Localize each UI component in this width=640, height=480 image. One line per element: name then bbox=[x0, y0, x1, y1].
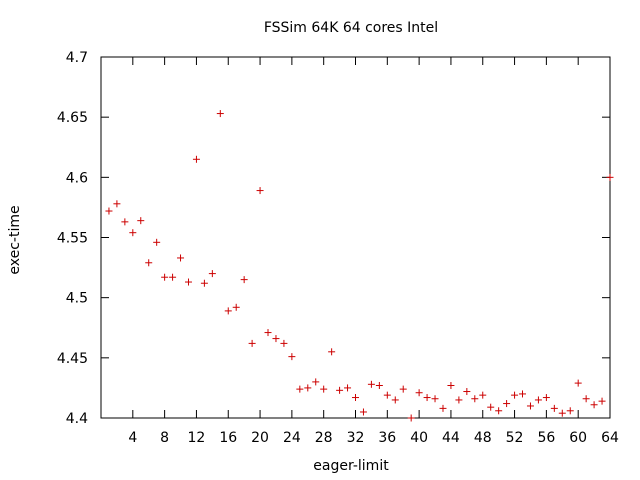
data-point bbox=[503, 400, 511, 408]
data-point bbox=[542, 394, 550, 402]
y-tick-label: 4.45 bbox=[57, 351, 88, 367]
data-point bbox=[328, 348, 336, 356]
x-tick-label: 36 bbox=[378, 430, 396, 446]
data-point bbox=[272, 335, 280, 343]
x-tick-label: 56 bbox=[537, 430, 555, 446]
data-point bbox=[590, 401, 598, 409]
x-tick-label: 20 bbox=[251, 430, 269, 446]
x-axis: 4 8 12 16 20 24 28 32 36 40 44 48 52 56 60 64 bbox=[128, 57, 619, 446]
data-point bbox=[336, 386, 344, 394]
data-points bbox=[105, 110, 614, 422]
data-point bbox=[344, 384, 352, 392]
data-point bbox=[200, 279, 208, 287]
data-point bbox=[487, 403, 495, 411]
y-tick-label: 4.55 bbox=[57, 231, 88, 247]
data-point bbox=[447, 382, 455, 390]
data-point bbox=[463, 388, 471, 396]
data-point bbox=[431, 395, 439, 403]
data-point bbox=[511, 391, 519, 399]
data-point bbox=[415, 389, 423, 397]
data-point bbox=[208, 270, 216, 278]
y-axis-label: exec-time bbox=[7, 205, 23, 274]
data-point bbox=[558, 409, 566, 417]
data-point bbox=[367, 380, 375, 388]
data-point bbox=[598, 397, 606, 405]
x-tick-label: 48 bbox=[474, 430, 492, 446]
x-axis-label: eager-limit bbox=[313, 458, 389, 474]
y-axis: 4.4 4.45 4.5 4.55 4.6 4.65 4.7 bbox=[57, 50, 610, 427]
data-point bbox=[526, 402, 534, 410]
data-point bbox=[280, 339, 288, 347]
data-point bbox=[375, 382, 383, 390]
y-tick-label: 4.7 bbox=[66, 50, 88, 66]
data-point bbox=[359, 408, 367, 416]
data-point bbox=[383, 391, 391, 399]
data-point bbox=[352, 394, 359, 402]
data-point bbox=[399, 385, 407, 393]
data-point bbox=[534, 396, 542, 404]
data-point bbox=[145, 259, 153, 267]
x-tick-label: 40 bbox=[410, 430, 428, 446]
data-point bbox=[248, 339, 256, 347]
x-tick-label: 52 bbox=[506, 430, 524, 446]
data-point bbox=[582, 395, 590, 403]
data-point bbox=[121, 218, 129, 226]
x-tick-label: 4 bbox=[128, 430, 137, 446]
data-point bbox=[566, 407, 574, 415]
data-point bbox=[495, 407, 503, 415]
data-point bbox=[455, 396, 463, 404]
data-point bbox=[264, 329, 272, 337]
data-point bbox=[606, 173, 614, 181]
data-point bbox=[137, 217, 145, 225]
data-point bbox=[105, 207, 113, 215]
x-tick-label: 24 bbox=[283, 430, 301, 446]
data-point bbox=[192, 155, 200, 163]
x-tick-label: 16 bbox=[219, 430, 237, 446]
x-tick-label: 44 bbox=[442, 430, 460, 446]
data-point bbox=[471, 395, 479, 403]
data-point bbox=[232, 303, 240, 311]
data-point bbox=[184, 278, 192, 286]
data-point bbox=[256, 187, 264, 195]
data-point bbox=[423, 394, 431, 402]
data-point bbox=[296, 385, 304, 393]
data-point bbox=[407, 414, 415, 422]
data-point bbox=[216, 110, 224, 118]
x-tick-label: 60 bbox=[569, 430, 587, 446]
data-point bbox=[224, 307, 232, 315]
x-tick-label: 64 bbox=[601, 430, 619, 446]
x-tick-label: 8 bbox=[160, 430, 169, 446]
data-point bbox=[550, 404, 558, 412]
data-point bbox=[391, 396, 399, 404]
data-point bbox=[439, 404, 447, 412]
chart-title: FSSim 64K 64 cores Intel bbox=[264, 20, 438, 36]
y-tick-label: 4.65 bbox=[57, 110, 88, 126]
x-tick-label: 32 bbox=[347, 430, 365, 446]
data-point bbox=[153, 238, 161, 246]
y-tick-label: 4.6 bbox=[66, 170, 88, 186]
data-point bbox=[161, 273, 169, 281]
data-point bbox=[177, 254, 185, 262]
data-point bbox=[519, 390, 527, 398]
x-tick-label: 12 bbox=[188, 430, 206, 446]
data-point bbox=[288, 353, 296, 361]
data-point bbox=[129, 229, 137, 237]
y-tick-label: 4.4 bbox=[66, 411, 88, 427]
data-point bbox=[479, 391, 487, 399]
data-point bbox=[304, 384, 312, 392]
data-point bbox=[312, 378, 320, 386]
data-point bbox=[240, 276, 248, 284]
data-point bbox=[113, 200, 121, 208]
x-tick-label: 28 bbox=[315, 430, 333, 446]
y-tick-label: 4.5 bbox=[66, 291, 88, 307]
plot-area-border bbox=[100, 56, 611, 419]
data-point bbox=[574, 379, 582, 387]
data-point bbox=[320, 385, 328, 393]
data-point bbox=[169, 273, 177, 281]
